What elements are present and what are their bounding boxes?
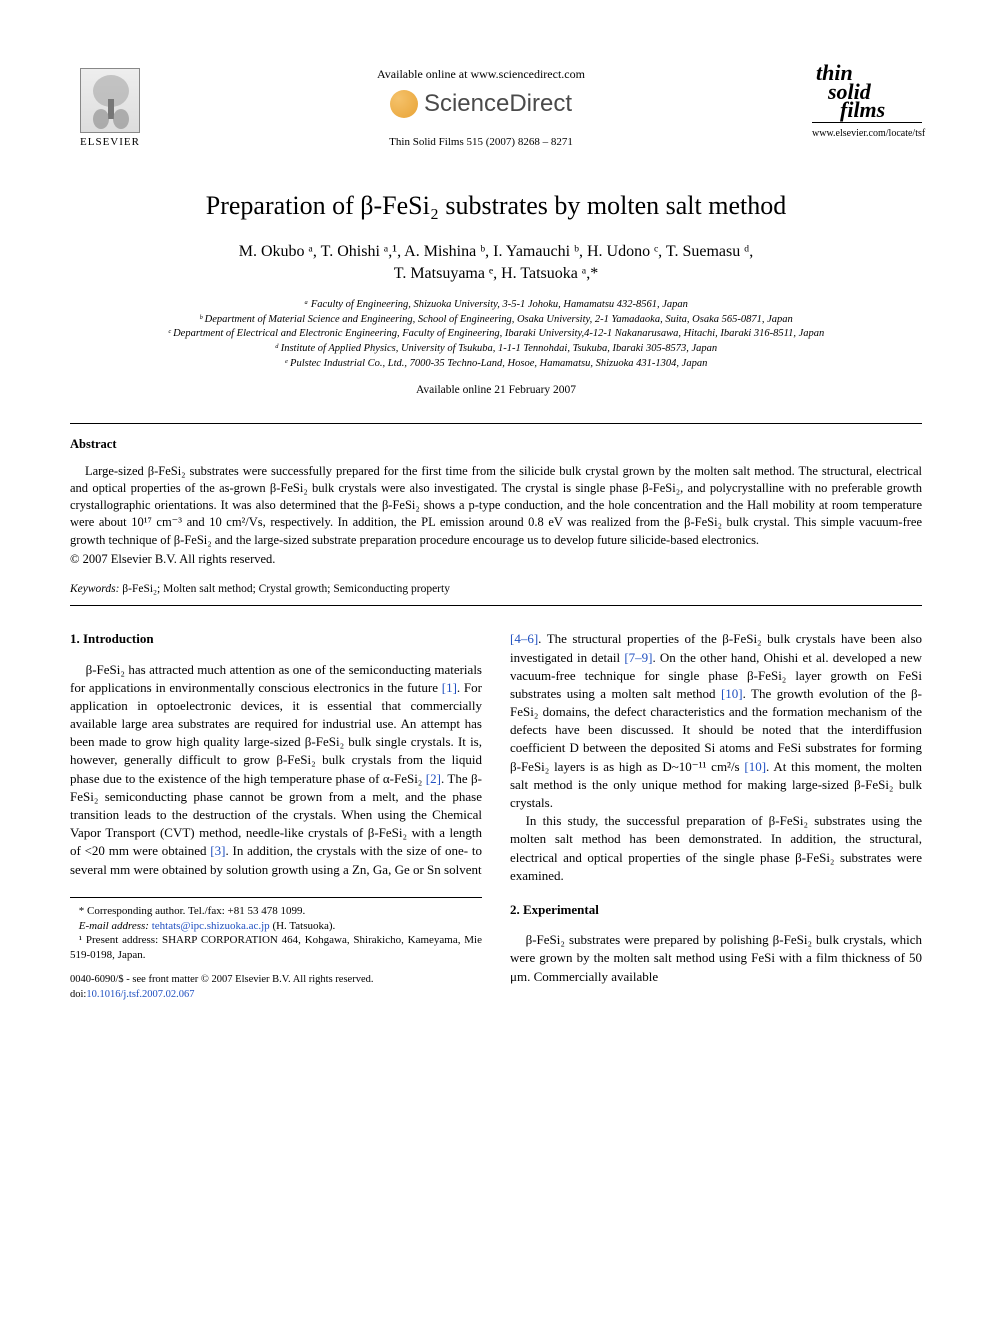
ref-link-3[interactable]: [3] bbox=[210, 843, 225, 858]
email-line: E-mail address: tehtats@ipc.shizuoka.ac.… bbox=[70, 919, 482, 934]
copyright-line: © 2007 Elsevier B.V. All rights reserved… bbox=[70, 551, 922, 568]
issn-line: 0040-6090/$ - see front matter © 2007 El… bbox=[70, 973, 482, 988]
email-suffix: (H. Tatsuoka). bbox=[270, 920, 336, 932]
doi-block: 0040-6090/$ - see front matter © 2007 El… bbox=[70, 973, 482, 1002]
p1b: . For application in optoelectronic devi… bbox=[70, 680, 482, 786]
section-2-heading: 2. Experimental bbox=[510, 901, 922, 919]
abstract-text: Large-sized β-FeSi₂ substrates were succ… bbox=[70, 463, 922, 549]
present-address: ¹ Present address: SHARP CORPORATION 464… bbox=[70, 933, 482, 963]
keywords-text: β-FeSi₂; Molten salt method; Crystal gro… bbox=[119, 583, 450, 595]
ref-link-10b[interactable]: [10] bbox=[744, 759, 766, 774]
abstract-body: Large-sized β-FeSi₂ substrates were succ… bbox=[70, 463, 922, 549]
corresponding-author: * Corresponding author. Tel./fax: +81 53… bbox=[70, 904, 482, 919]
elsevier-tree-icon bbox=[80, 68, 140, 133]
right-column: [4–6]. The structural properties of the … bbox=[510, 630, 922, 1002]
thin-solid-films-logo: thin solid films www.elsevier.com/locate… bbox=[812, 60, 922, 141]
sciencedirect-text: ScienceDirect bbox=[424, 88, 572, 120]
affiliation-b: ᵇ Department of Material Science and Eng… bbox=[70, 313, 922, 328]
doi-label: doi: bbox=[70, 989, 86, 1000]
email-label: E-mail address: bbox=[79, 920, 152, 932]
affiliation-d: ᵈ Institute of Applied Physics, Universi… bbox=[70, 342, 922, 357]
elsevier-label: ELSEVIER bbox=[80, 135, 140, 150]
ref-link-7-9[interactable]: [7–9] bbox=[624, 650, 652, 665]
tsf-line3: films bbox=[840, 101, 908, 120]
sciencedirect-logo: ScienceDirect bbox=[150, 88, 812, 120]
ref-link-2[interactable]: [2] bbox=[426, 771, 441, 786]
authors-line-2: T. Matsuyama ᵉ, H. Tatsuoka ᵃ,* bbox=[394, 265, 599, 282]
divider bbox=[70, 605, 922, 606]
available-online-text: Available online at www.sciencedirect.co… bbox=[150, 66, 812, 82]
doi-link[interactable]: 10.1016/j.tsf.2007.02.067 bbox=[86, 989, 194, 1000]
journal-reference: Thin Solid Films 515 (2007) 8268 – 8271 bbox=[150, 135, 812, 150]
center-header: Available online at www.sciencedirect.co… bbox=[150, 60, 812, 149]
intro-p2: In this study, the successful preparatio… bbox=[510, 812, 922, 885]
affiliation-c: ᶜ Department of Electrical and Electroni… bbox=[70, 327, 922, 342]
ref-link-10a[interactable]: [10] bbox=[721, 686, 743, 701]
intro-continued: [4–6]. The structural properties of the … bbox=[510, 630, 922, 812]
experimental-p1: β-FeSi₂ substrates were prepared by poli… bbox=[510, 931, 922, 986]
affiliations-block: ᵃ Faculty of Engineering, Shizuoka Unive… bbox=[70, 298, 922, 371]
body-columns: 1. Introduction β-FeSi₂ has attracted mu… bbox=[70, 630, 922, 1002]
sciencedirect-swoosh-icon bbox=[390, 90, 418, 118]
email-link[interactable]: tehtats@ipc.shizuoka.ac.jp bbox=[152, 920, 270, 932]
keywords-line: Keywords: β-FeSi₂; Molten salt method; C… bbox=[70, 582, 922, 598]
divider bbox=[70, 423, 922, 424]
doi-line: doi:10.1016/j.tsf.2007.02.067 bbox=[70, 988, 482, 1003]
authors-block: M. Okubo ᵃ, T. Ohishi ᵃ,¹, A. Mishina ᵇ,… bbox=[70, 241, 922, 286]
tsf-url: www.elsevier.com/locate/tsf bbox=[812, 127, 922, 141]
keywords-label: Keywords: bbox=[70, 583, 119, 595]
elsevier-logo: ELSEVIER bbox=[70, 60, 150, 150]
affiliation-a: ᵃ Faculty of Engineering, Shizuoka Unive… bbox=[70, 298, 922, 313]
available-date: Available online 21 February 2007 bbox=[70, 383, 922, 399]
left-column: 1. Introduction β-FeSi₂ has attracted mu… bbox=[70, 630, 482, 1002]
authors-line-1: M. Okubo ᵃ, T. Ohishi ᵃ,¹, A. Mishina ᵇ,… bbox=[239, 243, 753, 260]
article-title: Preparation of β-FeSi₂ substrates by mol… bbox=[70, 188, 922, 223]
tsf-wordmark-icon: thin solid films bbox=[812, 60, 912, 120]
page-header: ELSEVIER Available online at www.science… bbox=[70, 60, 922, 150]
section-1-heading: 1. Introduction bbox=[70, 630, 482, 648]
ref-link-4-6[interactable]: [4–6] bbox=[510, 631, 538, 646]
footnotes-block: * Corresponding author. Tel./fax: +81 53… bbox=[70, 897, 482, 963]
affiliation-e: ᵉ Pulstec Industrial Co., Ltd., 7000-35 … bbox=[70, 357, 922, 372]
abstract-heading: Abstract bbox=[70, 436, 922, 453]
ref-link-1[interactable]: [1] bbox=[442, 680, 457, 695]
p1a: β-FeSi₂ has attracted much attention as … bbox=[70, 662, 482, 695]
intro-paragraph: β-FeSi₂ has attracted much attention as … bbox=[70, 661, 482, 879]
